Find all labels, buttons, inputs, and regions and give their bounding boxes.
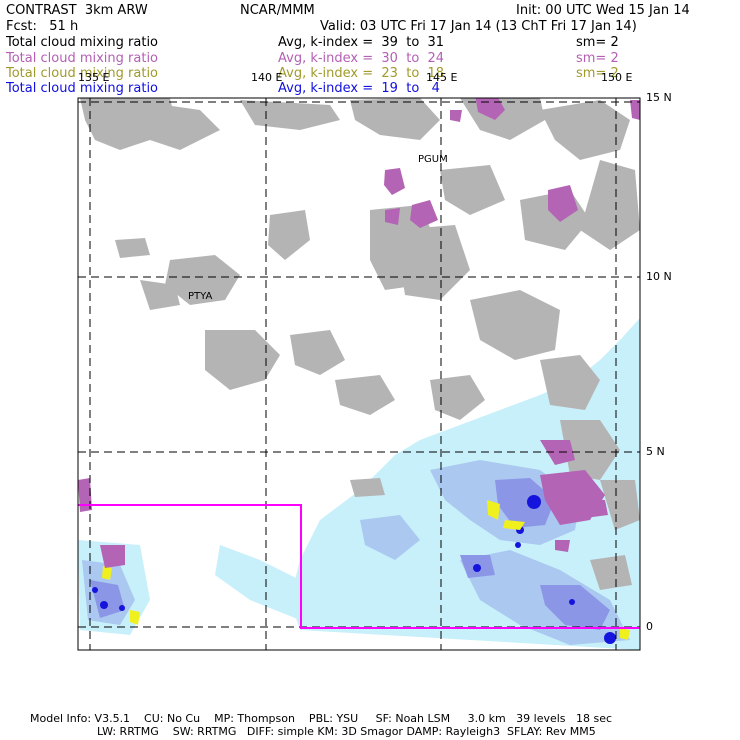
map-gridlines xyxy=(78,98,640,650)
station-label-ptya: PTYA xyxy=(188,291,212,302)
legend-field-name: Total cloud mixing ratio xyxy=(6,35,159,50)
map-frame xyxy=(77,97,641,651)
lon-label-135e: 135 E xyxy=(78,71,110,84)
legend-field-name: Total cloud mixing ratio xyxy=(6,66,159,81)
lat-label-0: 0 xyxy=(646,620,653,633)
legend-k-index-range: Avg, k-index = 19 to 4 xyxy=(278,81,440,96)
purple-cloud-region xyxy=(78,98,640,568)
model-title: CONTRAST 3km ARW xyxy=(6,3,148,18)
lon-label-140e: 140 E xyxy=(251,71,283,84)
init-time: Init: 00 UTC Wed 15 Jan 14 xyxy=(516,3,690,18)
legend-smoothing: sm= 2 xyxy=(576,51,619,66)
station-markers: PGUM PTYA xyxy=(188,154,448,302)
legend-row: Total cloud mixing ratio Avg, k-index = 1… xyxy=(6,82,736,96)
medium-blue-cloud-region xyxy=(90,478,610,630)
legend-field-name: Total cloud mixing ratio xyxy=(6,51,159,66)
legend-row: Total cloud mixing ratio Avg, k-index = 2… xyxy=(6,67,736,81)
yellow-cloud-region xyxy=(102,500,630,640)
legend-smoothing: sm= 2 xyxy=(576,35,619,50)
lon-label-150e: 150 E xyxy=(601,71,633,84)
legend-field-name: Total cloud mixing ratio xyxy=(6,81,159,96)
forecast-hour: Fcst: 51 h xyxy=(6,19,79,34)
lat-label-15n: 15 N xyxy=(646,91,672,104)
legend-k-index-range: Avg, k-index = 23 to 18 xyxy=(278,66,445,81)
nested-domain-box xyxy=(78,504,640,629)
model-info-line2: LW: RRTMG SW: RRTMG DIFF: simple KM: 3D … xyxy=(97,725,596,738)
legend-k-index-range: Avg, k-index = 39 to 31 xyxy=(278,35,445,50)
legend-row: Total cloud mixing ratio Avg, k-index = 3… xyxy=(6,36,736,50)
center-name: NCAR/MMM xyxy=(240,3,315,18)
station-label-pgum: PGUM xyxy=(418,154,448,165)
valid-time: Valid: 03 UTC Fri 17 Jan 14 (13 ChT Fri … xyxy=(320,19,637,34)
lat-label-10n: 10 N xyxy=(646,270,672,283)
deep-blue-cloud-cores xyxy=(92,495,616,644)
legend-row: Total cloud mixing ratio Avg, k-index = 3… xyxy=(6,52,736,66)
lon-label-145e: 145 E xyxy=(426,71,458,84)
model-info-line1: Model Info: V3.5.1 CU: No Cu MP: Thompso… xyxy=(30,712,613,725)
lat-label-5n: 5 N xyxy=(646,445,665,458)
legend-smoothing: sm= 2 xyxy=(576,66,619,81)
legend-k-index-range: Avg, k-index = 30 to 24 xyxy=(278,51,445,66)
